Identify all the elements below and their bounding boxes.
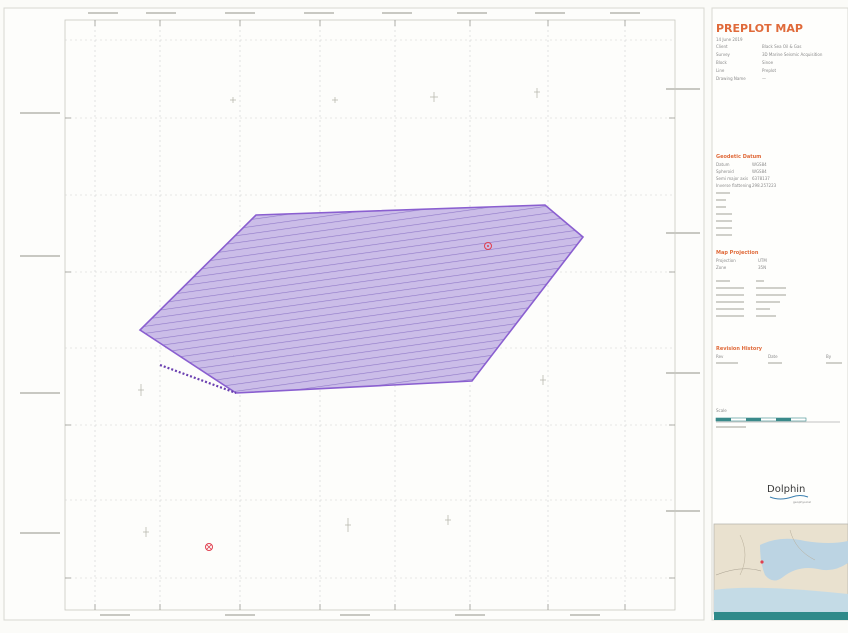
revision-table: Rev Date By xyxy=(716,354,842,364)
header-value-drawing: — xyxy=(762,76,766,81)
header-label-line: Line xyxy=(716,68,725,73)
logo-wave-icon xyxy=(769,495,809,500)
geodetic-value: WGS84 xyxy=(752,169,767,174)
projection-extra-rows xyxy=(716,280,786,317)
header-value-survey: 3D Marine Seismic Acquisition xyxy=(762,52,823,57)
target-marker xyxy=(484,242,492,250)
target-marker-2 xyxy=(205,543,213,551)
header-label-client: Client xyxy=(716,44,728,49)
scale-label: Scale xyxy=(716,408,727,413)
geodetic-value: 6378137 xyxy=(752,176,770,181)
logo-subtext: geophysical xyxy=(793,500,811,504)
geodetic-label: Spheroid xyxy=(716,169,734,174)
location-marker-icon xyxy=(760,560,764,564)
geodetic-heading: Geodetic Datum xyxy=(716,154,761,160)
survey-area-polygon xyxy=(138,204,585,394)
sea-shape-south xyxy=(714,587,848,614)
axis-label-marks xyxy=(20,12,700,616)
header-rows: Client Black Sea Oil & Gas Survey 3D Mar… xyxy=(716,44,823,81)
sea-shape xyxy=(760,538,848,581)
map-inner-border xyxy=(64,19,676,611)
location-inset-map xyxy=(713,523,848,615)
header-value-block: Sinoe xyxy=(762,60,774,65)
geodetic-label: Semi major axis xyxy=(716,176,748,181)
scale-bar: Scale xyxy=(715,408,840,428)
projection-table: Projection UTM Zone 35N xyxy=(716,258,767,270)
projection-value: 35N xyxy=(758,265,766,270)
geodetic-extra-rows xyxy=(716,192,732,236)
revision-col: By xyxy=(826,354,832,359)
geodetic-label: Inverse flattening xyxy=(716,183,752,188)
survey-boundary-dashed xyxy=(159,363,237,395)
header-label-survey: Survey xyxy=(716,52,731,57)
revision-heading: Revision History xyxy=(716,346,763,352)
projection-label: Zone xyxy=(716,265,727,270)
geodetic-value: WGS84 xyxy=(752,162,767,167)
logo-text: Dolphin xyxy=(767,484,805,495)
axis-ticks xyxy=(65,20,675,610)
header-label-drawing: Drawing Name xyxy=(716,76,746,81)
map-date: 14 June 2019 xyxy=(716,37,743,42)
geodetic-table: Datum WGS84 Spheroid WGS84 Semi major ax… xyxy=(716,162,777,188)
projection-label: Projection xyxy=(716,258,736,263)
header-value-client: Black Sea Oil & Gas xyxy=(762,44,801,49)
map-title: PREPLOT MAP xyxy=(716,22,803,35)
title-block xyxy=(711,7,848,621)
geodetic-label: Datum xyxy=(716,162,730,167)
company-logo: Dolphin geophysical xyxy=(767,484,811,504)
revision-col: Date xyxy=(768,354,778,359)
geodetic-value: 298.257223 xyxy=(752,183,777,188)
header-label-block: Block xyxy=(716,60,728,65)
header-value-line: Preplot xyxy=(762,68,776,73)
grid-crosses xyxy=(138,88,546,537)
projection-heading: Map Projection xyxy=(716,250,759,256)
revision-col: Rev xyxy=(716,354,724,359)
projection-value: UTM xyxy=(758,258,767,263)
footer-band xyxy=(714,612,848,620)
